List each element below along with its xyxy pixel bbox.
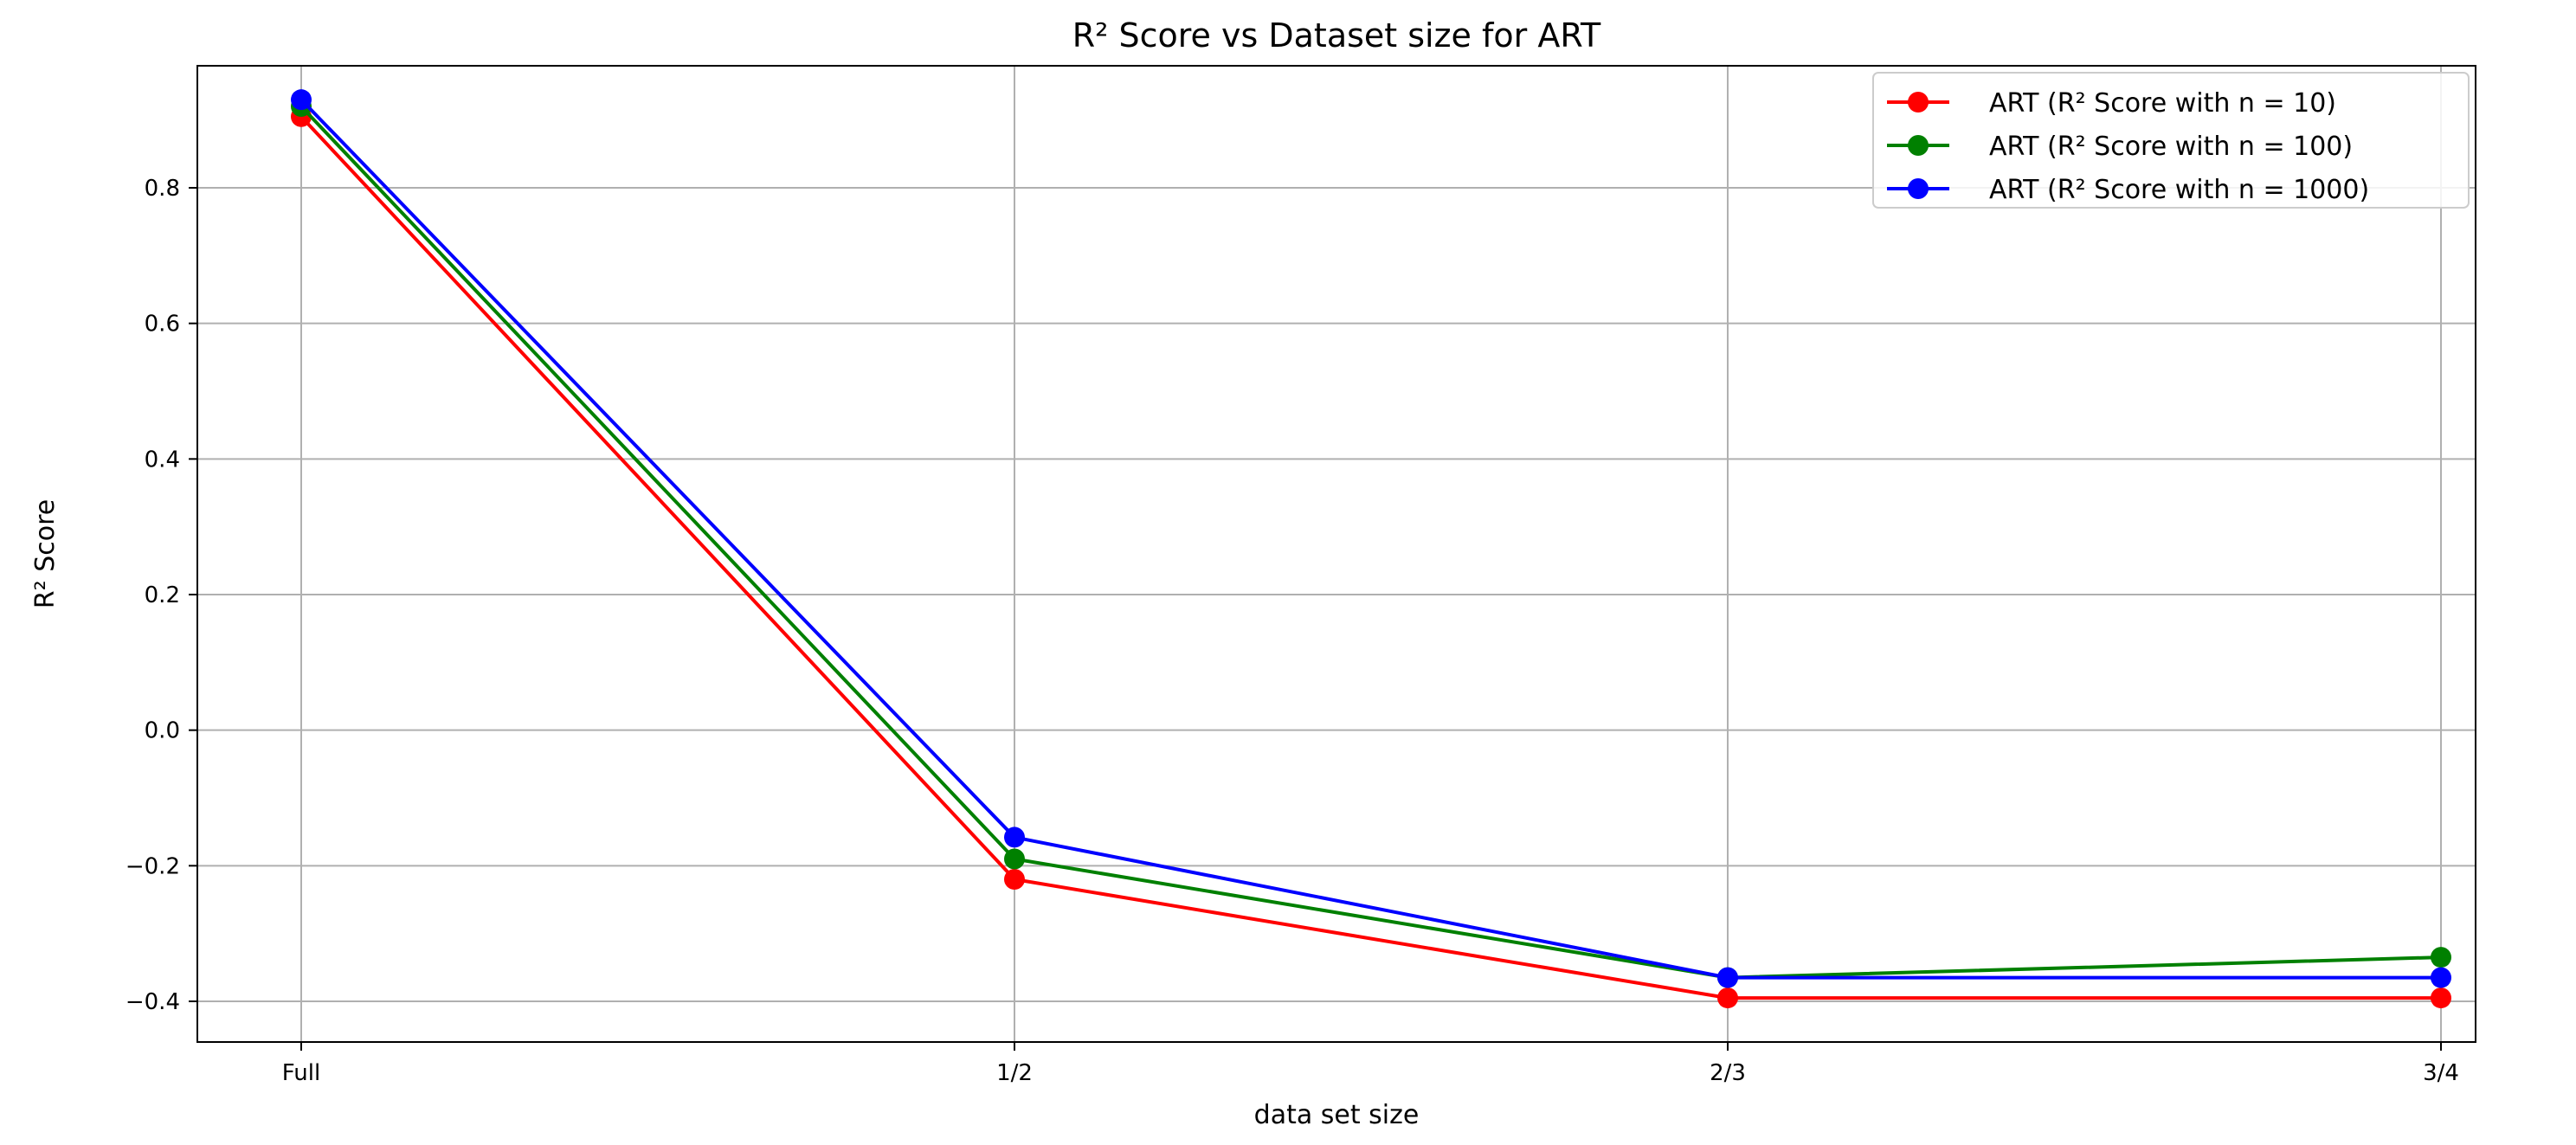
series-lines: [291, 89, 2451, 1009]
series-line: [299, 115, 2441, 1000]
y-axis-title: R² Score: [30, 499, 61, 608]
x-tick-label: 2/3: [1710, 1060, 1746, 1086]
data-point: [1717, 967, 1738, 988]
data-point: [291, 89, 312, 111]
legend-swatch-marker: [1908, 178, 1929, 199]
x-axis-title: data set size: [1254, 1100, 1420, 1130]
y-tick-label: 0.6: [145, 312, 180, 338]
legend-entry-label: ART (R² Score with n = 1000): [1989, 175, 2369, 205]
data-point: [1004, 869, 1025, 890]
legend-box: [1872, 72, 2470, 209]
legend-swatch-marker: [1908, 92, 1929, 113]
data-point: [2431, 947, 2451, 968]
y-tick-label: −0.2: [126, 853, 180, 879]
x-tick-label: 1/2: [996, 1060, 1033, 1086]
x-tick-label: 3/4: [2423, 1060, 2459, 1086]
x-axis-ticks: Full 1/2 2/3 3/4: [282, 1042, 2459, 1086]
series-line: [299, 105, 2442, 980]
y-tick-label: 0.4: [145, 447, 180, 473]
plot-frame: [196, 65, 2476, 1043]
data-point: [1717, 987, 1738, 1009]
grid-lines: [197, 66, 2476, 1042]
y-axis-ticks: −0.4 −0.2 0.0 0.2 0.4 0.6 0.8: [126, 176, 197, 1015]
chart-title: R² Score vs Dataset size for ART: [1072, 16, 1601, 55]
data-point: [1004, 848, 1025, 870]
y-tick-label: 0.2: [145, 582, 180, 608]
y-tick-label: −0.4: [126, 989, 180, 1015]
legend-swatch-marker: [1908, 135, 1929, 156]
y-tick-label: 0.8: [145, 176, 180, 202]
data-point: [2431, 967, 2451, 988]
series-line: [299, 98, 2441, 980]
data-point: [1004, 827, 1025, 848]
legend-entry-label: ART (R² Score with n = 100): [1989, 132, 2353, 162]
x-tick-label: Full: [282, 1060, 320, 1086]
legend: ART (R² Score with n = 10) ART (R² Score …: [1872, 72, 2470, 209]
data-point: [2431, 987, 2451, 1009]
y-tick-label: 0.0: [145, 718, 180, 744]
legend-entry-label: ART (R² Score with n = 10): [1989, 88, 2336, 119]
